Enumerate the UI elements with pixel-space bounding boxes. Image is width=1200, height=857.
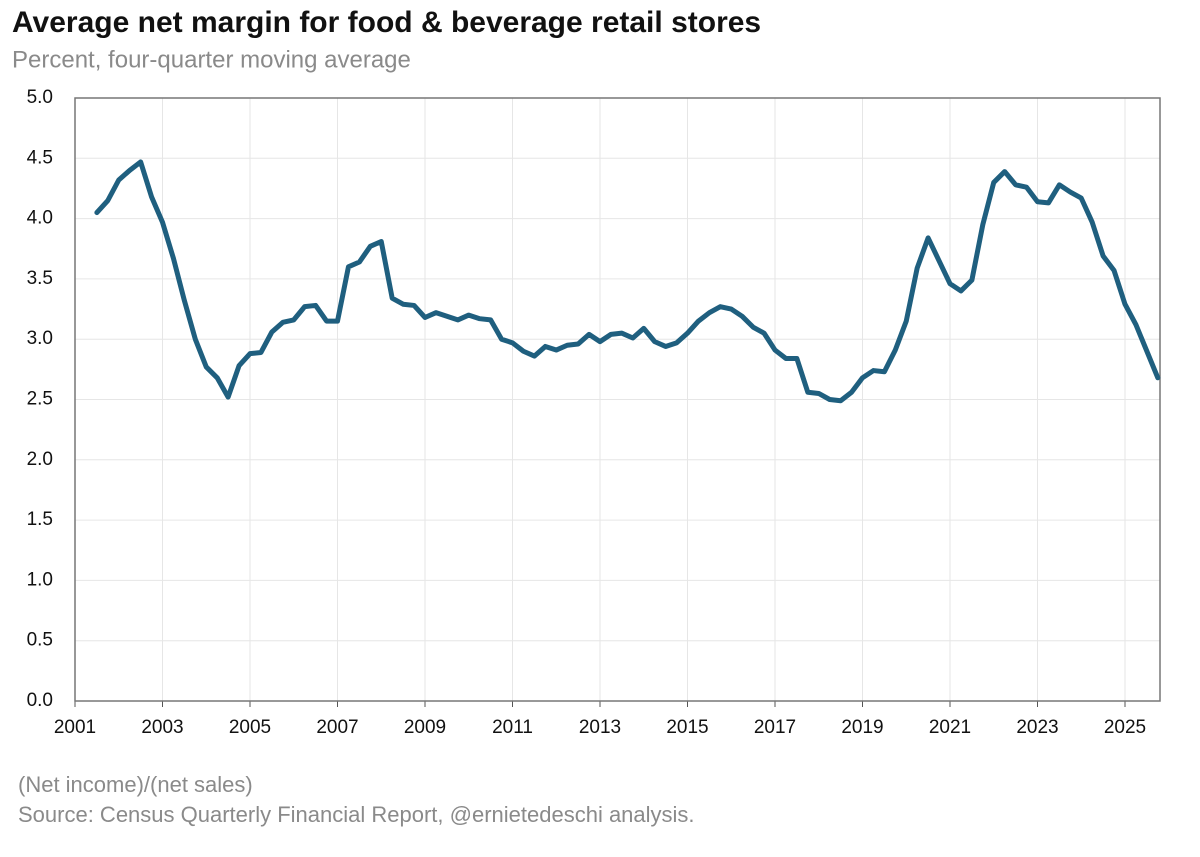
y-tick-label: 2.0 xyxy=(27,449,53,470)
chart-title: Average net margin for food & beverage r… xyxy=(12,6,761,39)
x-tick-label: 2009 xyxy=(404,717,446,738)
x-tick-label: 2003 xyxy=(141,717,183,738)
x-tick-label: 2021 xyxy=(929,717,971,738)
plot-frame xyxy=(74,97,1161,702)
x-tick-label: 2007 xyxy=(316,717,358,738)
x-tick-label: 2013 xyxy=(579,717,621,738)
x-tick-label: 2015 xyxy=(666,717,708,738)
x-tick-label: 2011 xyxy=(492,717,533,738)
y-tick-label: 4.0 xyxy=(27,208,53,229)
y-tick-label: 0.5 xyxy=(27,630,53,651)
x-tick-label: 2023 xyxy=(1016,717,1058,738)
y-tick-label: 4.5 xyxy=(27,147,53,168)
line xyxy=(94,159,1161,404)
y-tick-label: 3.5 xyxy=(27,268,53,289)
y-tick-label: 0.0 xyxy=(27,690,53,711)
y-tick-label: 5.0 xyxy=(27,87,53,108)
y-tick-label: 3.0 xyxy=(27,328,53,349)
source: Source: Census Quarterly Financial Repor… xyxy=(18,802,695,827)
x-tick-label: 2001 xyxy=(54,717,96,738)
note: (Net income)/(net sales) xyxy=(18,772,253,797)
y-tick-label: 1.5 xyxy=(27,509,53,530)
y-tick-label: 1.0 xyxy=(27,569,53,590)
x-tick-label: 2019 xyxy=(841,717,883,738)
x-tick-label: 2017 xyxy=(754,717,796,738)
y-tick-label: 2.5 xyxy=(27,389,53,410)
x-tick-label: 2025 xyxy=(1104,717,1146,738)
x-tick-label: 2005 xyxy=(229,717,271,738)
chart-subtitle: Percent, four-quarter moving average xyxy=(12,46,411,73)
